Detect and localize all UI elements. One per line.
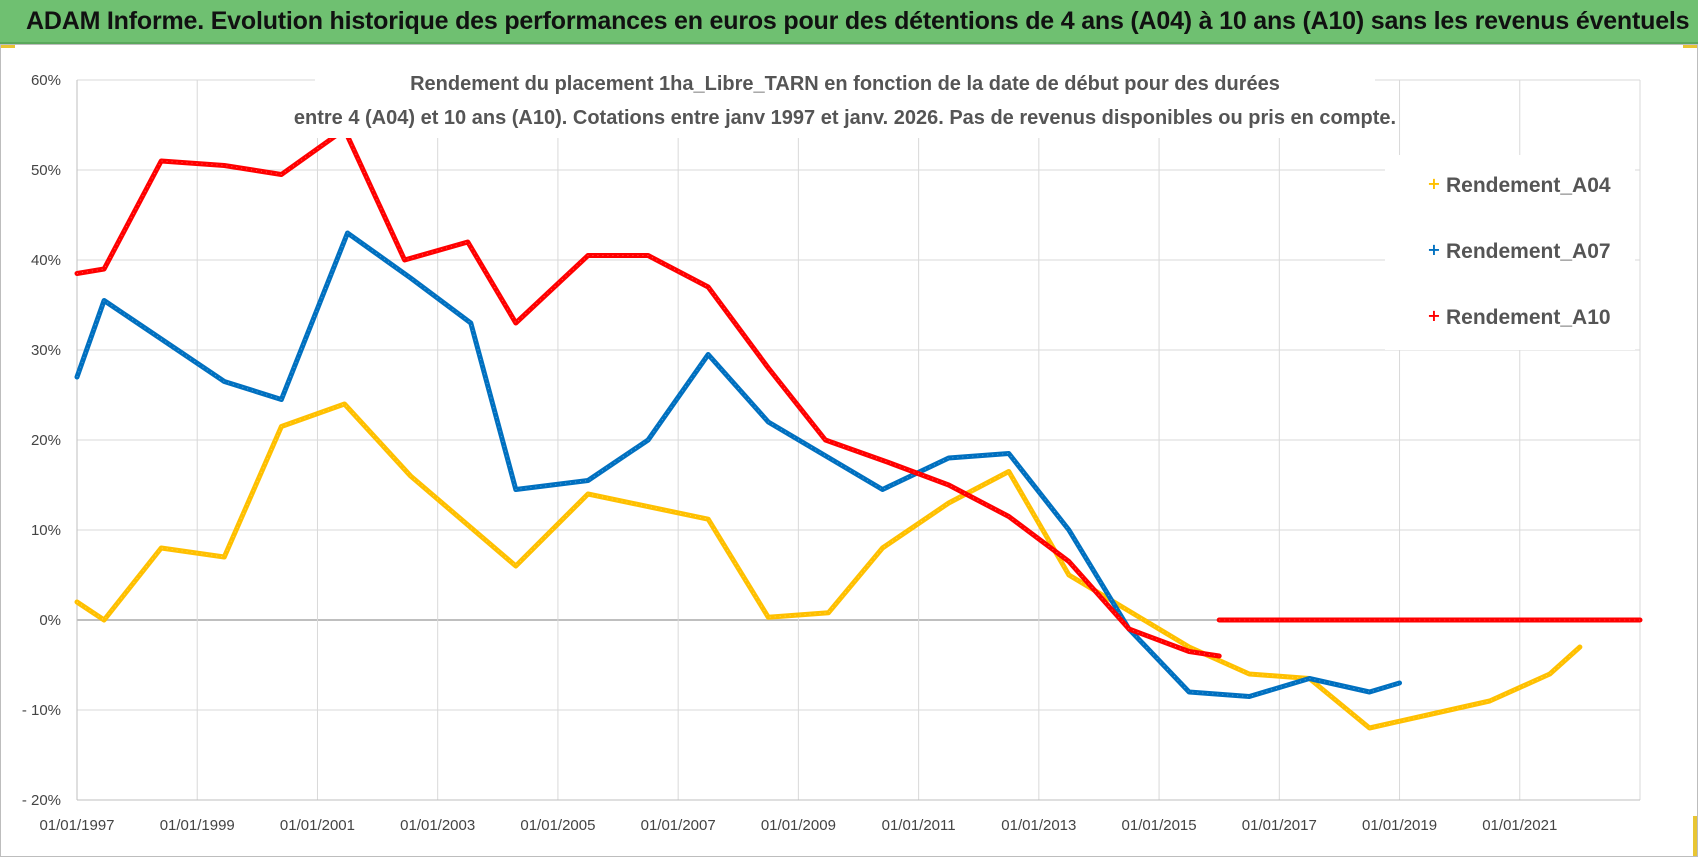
report-banner: ADAM Informe. Evolution historique des p… (0, 0, 1698, 44)
x-tick-label: 01/01/2015 (1122, 817, 1197, 834)
y-tick-label: 30% (31, 342, 61, 359)
legend-item-rendement-a04: + Rendement_A04 (1427, 174, 1611, 197)
chart-title: Rendement du placement 1ha_Libre_TARN en… (294, 62, 1396, 138)
y-tick-label: - 20% (22, 792, 61, 809)
legend-marker: + (1427, 240, 1440, 259)
x-tick-label: 01/01/2013 (1001, 817, 1076, 834)
x-tick-label: 01/01/2003 (400, 817, 475, 834)
series-lines (74, 127, 1643, 731)
legend-label: Rendement_A10 (1446, 306, 1611, 329)
axes (76, 80, 1640, 801)
y-tick-label: 20% (31, 432, 61, 449)
series-line-rendement-a07 (74, 230, 1402, 699)
x-tick-label: 01/01/2009 (761, 817, 836, 834)
legend-marker: + (1427, 174, 1440, 193)
frame-corner-top-right (1683, 45, 1697, 48)
series-line-rendement-a04 (74, 401, 1583, 731)
legend-label: Rendement_A04 (1446, 174, 1611, 197)
x-tick-label: 01/01/2007 (641, 817, 716, 834)
legend: + Rendement_A04 + Rendement_A07 + Rendement_A… (1385, 155, 1635, 350)
x-tick-label: 01/01/2005 (520, 817, 595, 834)
legend-item-rendement-a07: + Rendement_A07 (1427, 240, 1610, 263)
y-tick-label: 40% (31, 252, 61, 269)
x-tick-label: 01/01/2021 (1482, 817, 1557, 834)
x-tick-label: 01/01/2017 (1242, 817, 1317, 834)
tick-labels: 60% 50% 40% 30% 20% 10% 0% - 10% - 20% 01/01/1997… (22, 72, 1557, 834)
series-line-rendement-a10 (74, 127, 1222, 659)
frame-corner-top-left (1, 45, 15, 48)
x-tick-label: 01/01/2001 (280, 817, 355, 834)
chart-title-line-1: Rendement du placement 1ha_Libre_TARN en… (410, 73, 1280, 95)
series-markers-rendement-a07 (76, 232, 1400, 698)
legend-item-rendement-a10: + Rendement_A10 (1427, 306, 1610, 329)
report-title: ADAM Informe. Evolution historique des p… (26, 7, 1690, 35)
y-tick-label: 10% (31, 522, 61, 539)
y-tick-label: 50% (31, 162, 61, 179)
y-tick-label: 0% (39, 612, 61, 629)
legend-label: Rendement_A07 (1446, 240, 1611, 263)
legend-background (1385, 155, 1635, 350)
chart-title-background (315, 62, 1375, 138)
y-tick-label: 60% (31, 72, 61, 89)
series-markers-rendement-a04 (76, 403, 1581, 729)
chart-title-line-2: entre 4 (A04) et 10 ans (A10). Cotations… (294, 107, 1396, 129)
x-tick-label: 01/01/2019 (1362, 817, 1437, 834)
x-tick-label: 01/01/2011 (882, 817, 956, 834)
y-tick-label: - 10% (22, 702, 61, 719)
series-markers-rendement-a10 (76, 128, 1220, 657)
frame-corner-bottom-right (1693, 816, 1697, 856)
x-tick-label: 01/01/1999 (160, 817, 235, 834)
legend-marker: + (1427, 306, 1440, 325)
x-tick-label: 01/01/1997 (39, 817, 114, 834)
